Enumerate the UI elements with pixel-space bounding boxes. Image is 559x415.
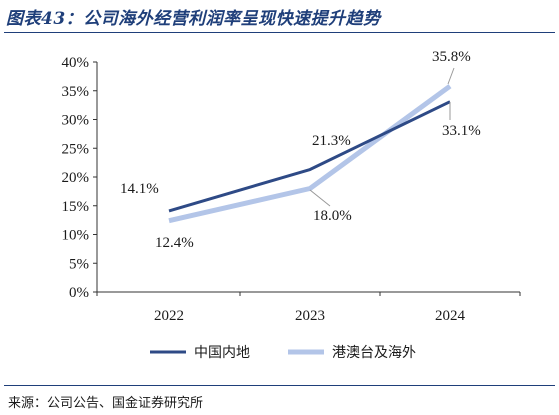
y-tick-label: 0% <box>69 285 89 301</box>
series-line-overseas <box>168 84 452 224</box>
legend-label: 中国内地 <box>194 345 250 361</box>
series-line-mainland <box>168 100 451 213</box>
x-tick-label: 2022 <box>154 308 184 324</box>
data-label-leader <box>447 67 455 85</box>
source-note: 来源：公司公告、国金证券研究所 <box>8 396 204 411</box>
y-tick-label: 20% <box>62 170 90 186</box>
y-tick-label: 5% <box>69 256 89 272</box>
overseas-data-label: 12.4% <box>155 235 194 251</box>
x-tick-label: 2024 <box>435 308 466 324</box>
y-tick-label: 15% <box>62 199 90 215</box>
legend-label: 港澳台及海外 <box>332 345 416 361</box>
chart-title: 图表43：公司海外经营利润率呈现快速提升趋势 <box>6 9 381 29</box>
mainland-data-label: 14.1% <box>120 181 159 197</box>
overseas-data-label: 35.8% <box>432 49 471 65</box>
y-tick-label: 40% <box>62 55 90 71</box>
title-divider <box>4 32 555 33</box>
data-label-leader <box>309 189 331 207</box>
y-tick-label: 10% <box>62 228 90 244</box>
line-chart: 0% 5% 10% 15% 20% 25% 30% 35% 40% 2022 2023 2024 14.… <box>62 49 521 361</box>
y-tick-label: 25% <box>62 141 90 157</box>
mainland-data-label: 21.3% <box>312 133 351 149</box>
y-tick-label: 35% <box>62 84 90 100</box>
footer-divider <box>4 385 555 386</box>
x-tick-label: 2023 <box>295 308 325 324</box>
mainland-data-label: 33.1% <box>442 123 481 139</box>
y-tick-label: 30% <box>62 113 90 129</box>
overseas-data-label: 18.0% <box>313 208 352 224</box>
